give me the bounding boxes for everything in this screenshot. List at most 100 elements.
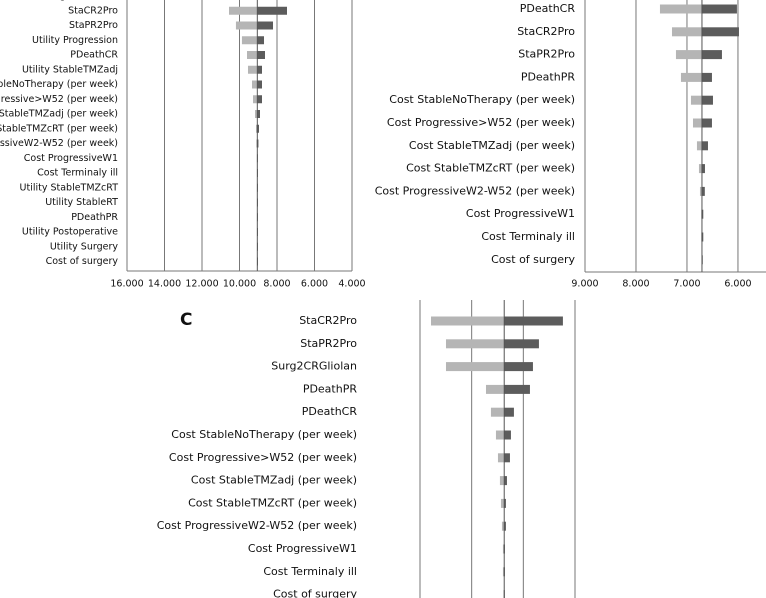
high-bar (701, 186, 705, 196)
low-bar (229, 6, 258, 15)
high-bar (701, 50, 722, 60)
x-tick-label: 16.000 (110, 279, 143, 290)
low-bar (247, 51, 258, 59)
category-label: Surg2CRGliolan (44, 0, 118, 2)
x-tick-label: 6.000 (301, 279, 328, 290)
low-bar (699, 186, 702, 196)
high-bar (504, 384, 530, 394)
low-bar (485, 384, 505, 394)
low-bar (499, 476, 505, 486)
category-label: StaCR2Pro (299, 314, 357, 327)
category-label: StaPR2Pro (518, 48, 575, 61)
category-label: StaPR2Pro (300, 337, 357, 350)
low-bar (256, 124, 258, 133)
high-bar (504, 316, 563, 326)
category-label: PDeathPR (521, 70, 576, 83)
category-label: Utility StableTMZcRT (20, 182, 119, 193)
category-label: Cost Progressive>W52 (per week) (387, 116, 575, 129)
high-bar (504, 521, 506, 531)
category-label: Cost ProgressiveW2-W52 (per week) (157, 519, 357, 532)
x-tick-label: 6.000 (724, 279, 751, 290)
category-label: Cost StableTMZcRT (per week) (0, 123, 118, 134)
high-bar (701, 4, 737, 14)
category-label: StaCR2Pro (517, 25, 575, 38)
low-bar (255, 110, 258, 118)
category-label: Cost Progressive>W52 (per week) (169, 451, 357, 464)
x-tick-label: 8.000 (622, 279, 649, 290)
high-bar (257, 139, 259, 148)
x-tick-label: 14.000 (148, 279, 181, 290)
category-label: Cost StableNoTherapy (per week) (0, 79, 118, 90)
category-label: Utility Progression (32, 35, 118, 46)
low-bar (692, 118, 702, 128)
category-label: Cost ProgressiveW1 (24, 153, 118, 164)
low-bar (495, 430, 505, 440)
category-label: Cost of surgery (46, 256, 119, 267)
high-bar (257, 110, 260, 118)
low-bar (671, 27, 702, 37)
x-tick-label: 10.000 (223, 279, 256, 290)
low-bar (497, 453, 505, 463)
low-bar (252, 80, 258, 89)
category-label: PDeathPR (71, 212, 118, 223)
category-label: PDeathCR (520, 2, 576, 15)
high-bar (504, 407, 514, 417)
x-tick-label: 4.000 (338, 279, 365, 290)
high-bar (257, 95, 262, 104)
low-bar (445, 339, 505, 349)
high-bar (504, 476, 507, 486)
high-bar (701, 118, 712, 128)
high-bar (504, 362, 533, 372)
category-label: Cost Terminaly ill (263, 565, 357, 578)
category-label: Cost StableTMZadj (per week) (191, 474, 357, 487)
category-label: Cost StableNoTherapy (per week) (389, 93, 575, 106)
low-bar (241, 36, 258, 45)
category-label: PDeathCR (70, 50, 118, 61)
x-tick-label: 7.000 (673, 279, 700, 290)
low-bar (680, 72, 702, 82)
low-bar (659, 4, 702, 14)
category-label: Cost Terminaly ill (481, 230, 575, 243)
low-bar (253, 95, 258, 104)
low-bar (500, 498, 505, 508)
high-bar (257, 51, 265, 59)
x-tick-label: 8.000 (263, 279, 290, 290)
low-bar (445, 362, 505, 372)
high-bar (701, 27, 739, 37)
category-label: Cost StableTMZcRT (per week) (406, 162, 575, 175)
high-bar (504, 498, 506, 508)
category-label: Cost StableNoTherapy (per week) (171, 428, 357, 441)
category-label: Cost StableTMZadj (per week) (409, 139, 575, 152)
low-bar (235, 21, 258, 30)
high-bar (504, 453, 510, 463)
category-label: Cost ProgressiveW2-W52 (per week) (0, 138, 118, 149)
category-label: PDeathCR (302, 405, 358, 418)
low-bar (698, 164, 702, 174)
category-label: Utility StableRT (45, 197, 118, 208)
high-bar (701, 209, 704, 219)
low-bar (502, 567, 505, 577)
high-bar (257, 65, 262, 74)
category-label: StaPR2Pro (69, 20, 118, 31)
low-bar (247, 65, 258, 74)
low-bar (690, 95, 702, 105)
x-tick-label: 9.000 (571, 279, 598, 290)
category-label: Cost StableTMZcRT (per week) (188, 496, 357, 509)
low-bar (490, 407, 505, 417)
category-label: Cost ProgressiveW1 (466, 207, 575, 220)
category-label: Utility Postoperative (22, 227, 118, 238)
high-bar (701, 95, 713, 105)
category-label: Cost of surgery (273, 588, 357, 598)
category-label: Cost Progressive>W52 (per week) (0, 94, 118, 105)
high-bar (257, 6, 287, 15)
category-label: Surg2CRGliolan (271, 360, 357, 373)
high-bar (701, 164, 705, 174)
low-bar (696, 141, 702, 151)
panel-label: C (180, 310, 192, 330)
category-label: Utility Surgery (50, 241, 119, 252)
high-bar (257, 21, 274, 30)
low-bar (502, 544, 505, 554)
low-bar (501, 521, 505, 531)
category-label: PDeathPR (303, 382, 358, 395)
